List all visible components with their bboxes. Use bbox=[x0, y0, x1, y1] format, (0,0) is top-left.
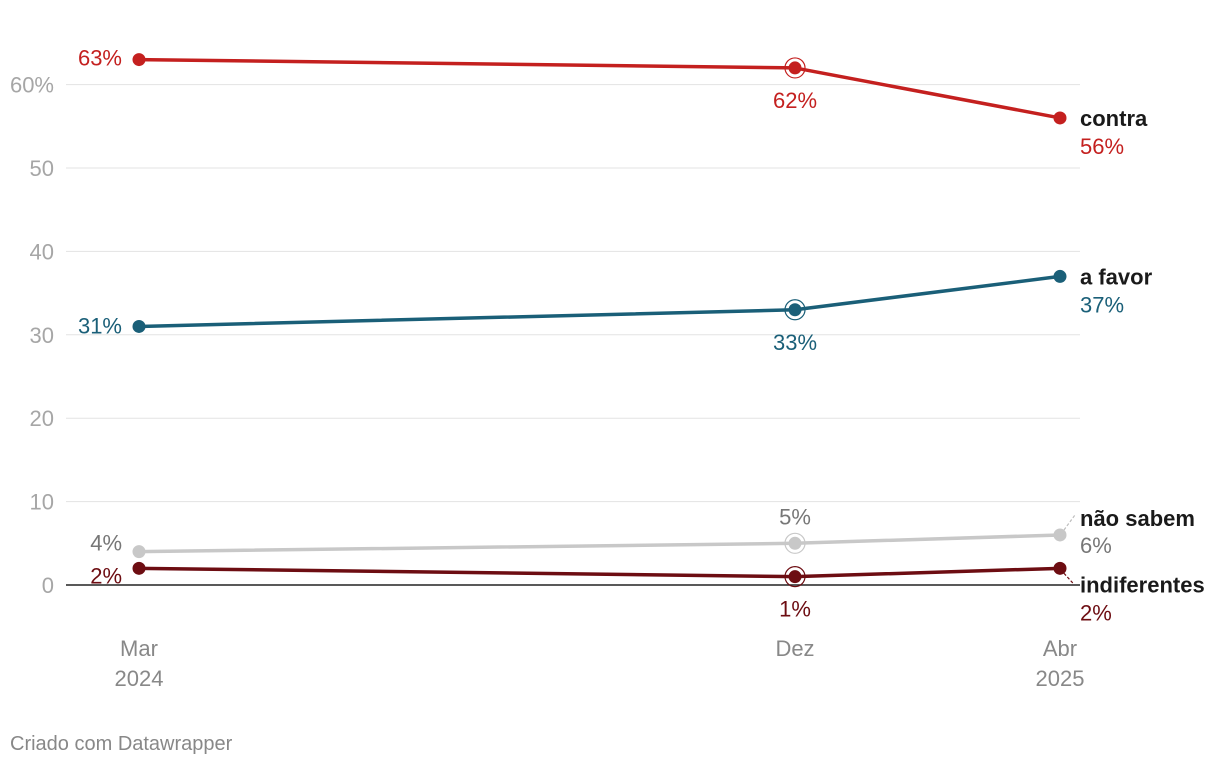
series-name-label: não sabem bbox=[1080, 506, 1195, 531]
data-label: 63% bbox=[78, 46, 122, 71]
end-value-label: 6% bbox=[1080, 533, 1112, 558]
data-point bbox=[132, 53, 146, 67]
x-tick-label: Dez bbox=[775, 636, 814, 661]
series-name-label: a favor bbox=[1080, 264, 1153, 289]
x-tick-label: Abr bbox=[1043, 636, 1077, 661]
end-value-label: 2% bbox=[1080, 600, 1112, 625]
series-points bbox=[132, 53, 1067, 588]
data-point bbox=[132, 561, 146, 575]
data-point bbox=[1053, 528, 1067, 542]
data-label: 4% bbox=[90, 531, 122, 556]
series-line-3 bbox=[137, 566, 1062, 579]
data-label: 1% bbox=[779, 597, 811, 622]
y-tick-label: 30 bbox=[30, 323, 54, 348]
data-point bbox=[788, 61, 802, 75]
data-point bbox=[788, 303, 802, 317]
data-point bbox=[1053, 561, 1067, 575]
highlight-ring bbox=[784, 566, 806, 588]
y-tick-label: 20 bbox=[30, 406, 54, 431]
series-line-2 bbox=[137, 533, 1062, 554]
series-line-0 bbox=[137, 57, 1062, 120]
y-tick-label: 60% bbox=[10, 73, 54, 98]
data-label: 2% bbox=[90, 563, 122, 588]
highlight-ring bbox=[784, 57, 806, 79]
data-point bbox=[132, 319, 146, 333]
series-name-label: indiferentes bbox=[1080, 572, 1205, 597]
data-label: 62% bbox=[773, 88, 817, 113]
grid-lines bbox=[66, 84, 1080, 586]
leader-line bbox=[1063, 514, 1076, 531]
y-tick-label: 10 bbox=[30, 490, 54, 515]
x-tick-year: 2024 bbox=[115, 666, 164, 691]
series-lines bbox=[137, 57, 1062, 579]
y-tick-label: 40 bbox=[30, 239, 54, 264]
data-label: 33% bbox=[773, 330, 817, 355]
y-tick-label: 50 bbox=[30, 156, 54, 181]
data-label: 5% bbox=[779, 504, 811, 529]
x-axis-ticks: Mar 2024 Dez Abr 2025 bbox=[115, 636, 1085, 691]
x-tick-label: Mar bbox=[120, 636, 158, 661]
data-point bbox=[132, 545, 146, 559]
data-point bbox=[788, 570, 802, 584]
y-axis-ticks: 0 10 20 30 40 50 60% bbox=[10, 73, 54, 598]
data-point bbox=[1053, 111, 1067, 125]
credit-text: Criado com Datawrapper bbox=[10, 733, 233, 755]
data-point bbox=[1053, 269, 1067, 283]
end-value-label: 56% bbox=[1080, 134, 1124, 159]
highlight-ring bbox=[784, 299, 806, 321]
series-line-1 bbox=[137, 274, 1062, 329]
line-chart: 0 10 20 30 40 50 60% Mar 2024 Dez Abr 2025 63% 62% c… bbox=[10, 46, 1205, 691]
data-label: 31% bbox=[78, 313, 122, 338]
y-tick-label: 0 bbox=[42, 573, 54, 598]
leader-line bbox=[1063, 572, 1075, 585]
series-name-label: contra bbox=[1080, 106, 1148, 131]
data-point bbox=[788, 536, 802, 550]
x-tick-year: 2025 bbox=[1036, 666, 1085, 691]
highlight-ring bbox=[784, 532, 806, 554]
end-value-label: 37% bbox=[1080, 292, 1124, 317]
data-labels: 63% 62% contra 56% 31% 33% a favor 37% 4% 5% não s… bbox=[78, 46, 1205, 626]
